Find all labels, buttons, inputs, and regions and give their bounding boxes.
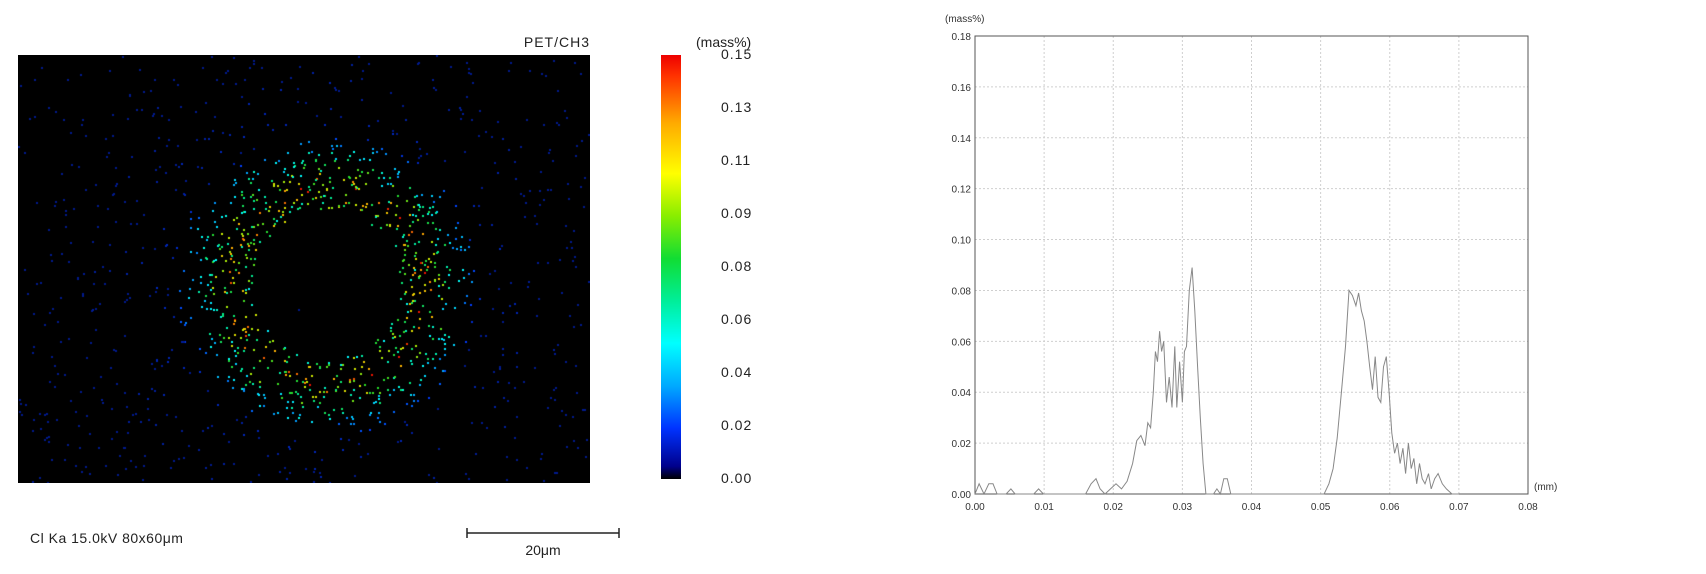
x-tick-label: 0.07: [1449, 502, 1469, 513]
colorbar-tick-label: 0.04: [721, 364, 753, 380]
x-tick-label: 0.00: [965, 502, 985, 513]
line-profile-chart: 0.00 0.01 0.02 0.03 0.04 0.05 0.06 0.07 0.08 0.00…: [945, 14, 1557, 513]
sample-label: PET/CH3: [523, 34, 590, 50]
series: [974, 267, 1459, 496]
y-tick-label: 0.16: [952, 83, 972, 94]
x-tick-label: 0.02: [1104, 502, 1124, 513]
map-caption: Cl Ka 15.0kV 80x60μm: [30, 530, 184, 546]
y-tick-label: 0.02: [952, 439, 972, 450]
profile-series-line: [974, 267, 1459, 496]
colorbar-tick-label: 0.08: [721, 258, 753, 274]
colorbar-unit: (mass%): [696, 34, 752, 50]
x-tick-label: 0.05: [1311, 502, 1331, 513]
x-axis-label: (mm): [1534, 482, 1557, 493]
y-tick-label: 0.00: [952, 490, 972, 501]
colorbar-tick-label: 0.09: [721, 205, 753, 221]
y-tick-label: 0.14: [952, 134, 972, 145]
y-tick-label: 0.10: [952, 236, 972, 247]
x-tick-label: 0.06: [1380, 502, 1400, 513]
grid: [974, 35, 1529, 495]
colorbar-tick-label: 0.11: [721, 152, 752, 168]
x-tick-label: 0.04: [1242, 502, 1262, 513]
y-tick-label: 0.08: [952, 286, 972, 297]
y-tick-label: 0.06: [952, 337, 972, 348]
axis-ticks: 0.00 0.01 0.02 0.03 0.04 0.05 0.06 0.07 0.08 0.00…: [952, 32, 1539, 513]
y-axis-label: (mass%): [945, 14, 984, 25]
y-tick-label: 0.12: [952, 185, 972, 196]
colorbar-tick-label: 0.00: [721, 470, 753, 486]
x-tick-label: 0.08: [1518, 502, 1538, 513]
scale-bar-label: 20μm: [525, 542, 561, 558]
colorbar-tick-label: 0.13: [721, 99, 753, 115]
element-map-canvas: [18, 55, 590, 483]
colorbar-tick-label: 0.15: [721, 46, 753, 62]
element-map-image: [18, 55, 590, 483]
colorbar-tick-label: 0.06: [721, 311, 753, 327]
y-tick-label: 0.18: [952, 32, 972, 43]
x-tick-label: 0.03: [1173, 502, 1193, 513]
x-tick-label: 0.01: [1034, 502, 1054, 513]
colorbar: [661, 55, 681, 479]
colorbar-tick-label: 0.02: [721, 417, 753, 433]
scale-bar: [466, 528, 620, 538]
y-tick-label: 0.04: [952, 388, 972, 399]
